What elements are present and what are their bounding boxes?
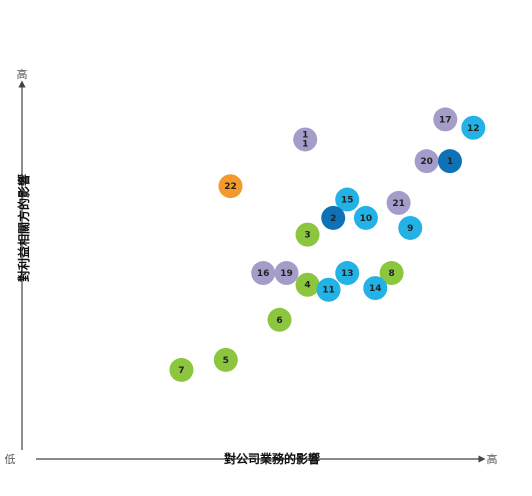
- data-point-bubble: [293, 127, 318, 152]
- data-point: 2: [321, 205, 346, 230]
- data-point: 4: [295, 272, 320, 297]
- data-point: 22: [218, 174, 243, 199]
- data-point-label: 7: [178, 366, 184, 376]
- data-point: 15: [335, 187, 360, 212]
- data-point-bubble: [295, 222, 320, 247]
- data-point-bubble: [353, 205, 378, 230]
- data-point-bubble: [274, 261, 299, 286]
- data-points-layer: 17 12 1 1 20 1 22 15 21 2 10 9 3 16 19 13 8 4 11 14 6 5 7: [169, 107, 486, 382]
- data-point: 3: [295, 222, 320, 247]
- y-axis-title: 對利益相關方的影響: [16, 174, 31, 282]
- data-point-label: 19: [280, 269, 293, 279]
- data-point: 7: [169, 357, 194, 382]
- data-point-label: 13: [341, 269, 354, 279]
- data-point-label: 16: [257, 269, 270, 279]
- data-point-bubble: [398, 215, 423, 240]
- data-point: 13: [335, 261, 360, 286]
- data-point-bubble: [461, 115, 486, 140]
- data-point: 6: [267, 307, 292, 332]
- data-point-bubble: [386, 190, 411, 215]
- data-point-bubble: [316, 277, 341, 302]
- data-point-bubble: [437, 149, 462, 174]
- data-point-bubble: [169, 357, 194, 382]
- data-point-bubble: [213, 347, 238, 372]
- x-axis-high-label: 高: [487, 452, 498, 466]
- data-point-bubble: [335, 187, 360, 212]
- data-point: 16: [251, 261, 276, 286]
- data-point-label: 14: [369, 284, 382, 294]
- data-point-bubble: [379, 261, 404, 286]
- data-point-bubble: [267, 307, 292, 332]
- data-point: 14: [363, 276, 388, 301]
- data-point: 11: [316, 277, 341, 302]
- data-point: 21: [386, 190, 411, 215]
- data-point-label: 6: [276, 316, 282, 326]
- data-point-bubble: [335, 261, 360, 286]
- data-point-bubble: [433, 107, 458, 132]
- data-point: 17: [433, 107, 458, 132]
- data-point: 19: [274, 261, 299, 286]
- data-point-label: 17: [439, 115, 452, 125]
- data-point: 8: [379, 261, 404, 286]
- data-point-label: 9: [407, 224, 413, 234]
- data-point-label: 12: [467, 124, 480, 134]
- y-axis-high-label: 高: [17, 67, 28, 81]
- y-axis-low-label: 低: [5, 453, 16, 466]
- data-point-label: 22: [224, 182, 237, 192]
- data-point-label: 10: [360, 214, 373, 224]
- data-point-label: 2: [330, 214, 336, 224]
- data-point-label: 1: [447, 157, 453, 167]
- data-point: 10: [353, 205, 378, 230]
- x-axis-title: 對公司業務的影響: [224, 451, 320, 466]
- data-point: 5: [213, 347, 238, 372]
- data-point-label: 21: [392, 199, 405, 209]
- data-point-bubble: [251, 261, 276, 286]
- data-point-label: 4: [304, 281, 310, 291]
- data-point-bubble: [414, 149, 439, 174]
- data-point-bubble: [363, 276, 388, 301]
- data-point: 9: [398, 215, 423, 240]
- data-point-label: 20: [420, 157, 433, 167]
- data-point: 20: [414, 149, 439, 174]
- data-point: 12: [461, 115, 486, 140]
- data-point-bubble: [321, 205, 346, 230]
- data-point-label: 11: [322, 286, 335, 296]
- data-point-label: 3: [304, 231, 310, 241]
- data-point-label: 15: [341, 196, 354, 206]
- data-point-label: 8: [388, 269, 394, 279]
- data-point-bubble: [218, 174, 243, 199]
- data-point: 1: [437, 149, 462, 174]
- data-point-bubble: [295, 272, 320, 297]
- data-point-label: 5: [223, 356, 229, 366]
